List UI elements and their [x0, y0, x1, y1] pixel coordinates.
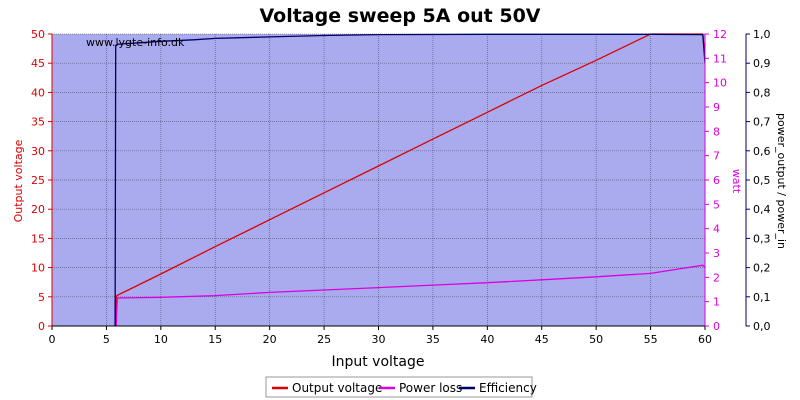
y-right-watt-tick-label: 10	[713, 77, 727, 90]
y-right-watt-tick-label: 3	[713, 247, 720, 260]
y-right-efficiency-tick-label: 0,6	[753, 145, 771, 158]
x-tick-label: 10	[154, 333, 168, 346]
y-right-watt-tick-label: 7	[713, 150, 720, 163]
y-right-watt-tick-label: 12	[713, 28, 727, 41]
y-left-tick-label: 50	[31, 28, 45, 41]
y-right-watt-tick-label: 5	[713, 198, 720, 211]
y-right-watt-tick-label: 8	[713, 125, 720, 138]
y-right-efficiency-tick-label: 0,8	[753, 86, 771, 99]
x-tick-label: 55	[644, 333, 658, 346]
y-left-tick-label: 5	[38, 291, 45, 304]
x-tick-label: 15	[208, 333, 222, 346]
legend-box	[265, 376, 533, 398]
y-right-efficiency-tick-label: 0,0	[753, 320, 771, 333]
y-right-efficiency-tick-label: 0,5	[753, 174, 771, 187]
y-right-efficiency-tick-label: 0,2	[753, 262, 771, 275]
series-line-output-voltage	[114, 33, 706, 327]
legend-label: Efficiency	[479, 381, 537, 395]
y-left-tick-label: 35	[31, 116, 45, 129]
x-tick-label: 5	[103, 333, 110, 346]
chart-title: Voltage sweep 5A out 50V	[259, 5, 540, 27]
y-right-watt-tick-label: 1	[713, 296, 720, 309]
y-axis-right-watt-label: watt	[730, 169, 743, 194]
legend-label: Power loss	[399, 381, 462, 395]
y-left-tick-label: 15	[31, 232, 45, 245]
y-right-efficiency-tick-label: 0,9	[753, 57, 771, 70]
x-tick-label: 35	[426, 333, 440, 346]
y-axis-right-efficiency-label: power_output / power_in	[775, 113, 788, 249]
series-line-power-loss	[115, 264, 706, 327]
y-right-watt-tick-label: 9	[713, 101, 720, 114]
x-tick-label: 0	[49, 333, 56, 346]
y-right-efficiency-tick-label: 0,3	[753, 232, 771, 245]
y-left-tick-label: 30	[31, 145, 45, 158]
y-right-efficiency-tick-label: 0,7	[753, 116, 771, 129]
y-right-watt-tick-label: 2	[713, 271, 720, 284]
x-tick-label: 50	[589, 333, 603, 346]
y-right-watt-tick-label: 11	[713, 52, 727, 65]
tick-labels: 0 5 10 15 20 25 30 35 40 45 50 55 600510152025303540…	[31, 28, 771, 346]
axes	[48, 33, 750, 330]
x-axis-label: Input voltage	[331, 354, 424, 370]
y-left-tick-label: 40	[31, 86, 45, 99]
series-line-efficiency	[114, 33, 706, 327]
y-left-tick-label: 45	[31, 57, 45, 70]
x-tick-label: 45	[535, 333, 549, 346]
y-right-efficiency-tick-label: 0,1	[753, 291, 771, 304]
x-tick-label: 25	[317, 333, 331, 346]
x-tick-label: 60	[698, 333, 712, 346]
x-tick-label: 20	[263, 333, 277, 346]
y-right-efficiency-tick-label: 0,4	[753, 203, 771, 216]
y-right-watt-tick-label: 0	[713, 320, 720, 333]
y-axis-left-label: Output voltage	[12, 139, 25, 222]
y-left-tick-label: 25	[31, 174, 45, 187]
y-right-watt-tick-label: 4	[713, 223, 720, 236]
watermark: www.lygte-info.dk	[86, 36, 185, 49]
series-layer	[114, 33, 706, 327]
y-left-tick-label: 10	[31, 262, 45, 275]
y-right-efficiency-tick-label: 1,0	[753, 28, 771, 41]
y-left-tick-label: 0	[38, 320, 45, 333]
legend-label: Output voltage	[292, 381, 382, 395]
y-right-watt-tick-label: 6	[713, 174, 720, 187]
y-left-tick-label: 20	[31, 203, 45, 216]
x-tick-label: 40	[480, 333, 494, 346]
x-tick-label: 30	[372, 333, 386, 346]
legend: Output voltage Power loss Efficiency	[265, 376, 537, 398]
